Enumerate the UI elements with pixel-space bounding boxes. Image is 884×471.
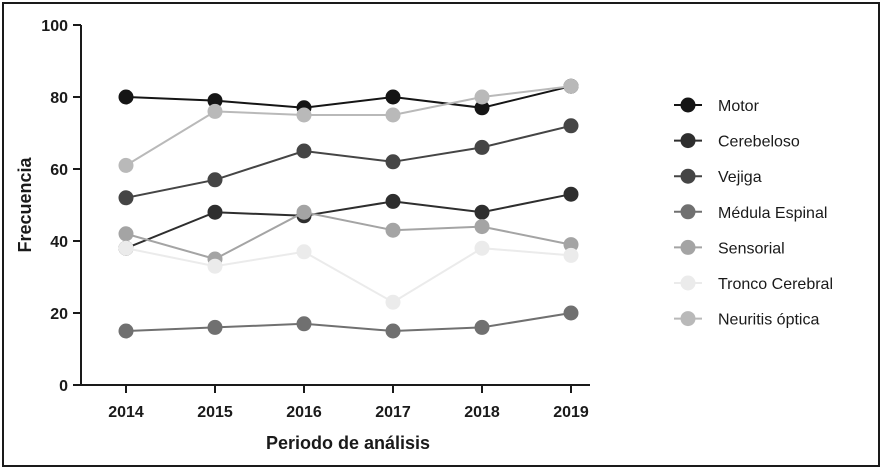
legend-label: Tronco Cerebral xyxy=(718,276,833,293)
legend-item: Neuritis óptica xyxy=(674,311,819,329)
data-point xyxy=(474,319,490,335)
legend-item: Vejiga xyxy=(674,168,762,186)
y-axis-title: Frecuencia xyxy=(15,156,35,252)
data-point xyxy=(385,193,401,209)
y-tick-label: 100 xyxy=(41,18,68,35)
data-point xyxy=(207,93,223,109)
series-line xyxy=(125,85,572,109)
legend-label: Médula Espinal xyxy=(718,205,827,222)
legend-item: Cerebeloso xyxy=(674,133,800,151)
axes: 0 20 40 60 80 100 2014 2015 2016 2017 2018 2019 xyxy=(41,18,590,421)
series-6 xyxy=(118,78,579,173)
data-point xyxy=(118,190,134,206)
legend-swatch-marker xyxy=(680,275,696,291)
data-point xyxy=(296,244,312,260)
data-point xyxy=(563,118,579,134)
x-tick-label: 2018 xyxy=(464,404,500,421)
data-point xyxy=(118,226,134,242)
y-ticks: 0 20 40 60 80 100 xyxy=(41,18,81,395)
series-2 xyxy=(118,118,579,206)
legend-label: Sensorial xyxy=(718,240,785,257)
data-point xyxy=(474,100,490,116)
legend-swatch-marker xyxy=(680,204,696,220)
series-3 xyxy=(118,305,579,339)
legend-swatch-marker xyxy=(680,97,696,113)
x-ticks: 2014 2015 2016 2017 2018 2019 xyxy=(108,385,589,421)
data-point xyxy=(207,319,223,335)
series-line xyxy=(125,193,572,250)
data-point xyxy=(118,323,134,339)
x-tick-label: 2015 xyxy=(197,404,233,421)
series-5 xyxy=(118,240,579,310)
data-point xyxy=(118,157,134,173)
series-line xyxy=(125,85,572,167)
y-tick-label: 0 xyxy=(59,378,68,395)
legend: Motor Cerebeloso Vejiga Médula Espinal Sens… xyxy=(674,97,833,329)
data-point xyxy=(563,237,579,253)
data-point xyxy=(563,305,579,321)
data-point xyxy=(474,139,490,155)
data-point xyxy=(385,154,401,170)
series-line xyxy=(125,124,572,199)
y-tick-label: 80 xyxy=(50,90,68,107)
data-point xyxy=(474,219,490,235)
y-tick-label: 40 xyxy=(50,234,68,251)
series-line xyxy=(125,312,572,333)
data-point xyxy=(385,89,401,105)
data-point xyxy=(118,89,134,105)
series-layer xyxy=(118,78,579,339)
data-point xyxy=(385,222,401,238)
data-point xyxy=(563,78,579,94)
data-point xyxy=(385,323,401,339)
legend-swatch-marker xyxy=(680,168,696,184)
legend-item: Sensorial xyxy=(674,239,785,257)
data-point xyxy=(563,186,579,202)
data-point xyxy=(296,316,312,332)
legend-label: Motor xyxy=(718,98,760,115)
data-point xyxy=(296,143,312,159)
data-point xyxy=(474,240,490,256)
data-point xyxy=(207,258,223,274)
series-line xyxy=(125,211,572,261)
data-point xyxy=(385,107,401,123)
series-4 xyxy=(118,204,579,267)
legend-swatch-marker xyxy=(680,239,696,255)
x-tick-label: 2017 xyxy=(375,404,411,421)
legend-label: Vejiga xyxy=(718,169,762,186)
legend-item: Motor xyxy=(674,97,760,115)
data-point xyxy=(563,247,579,263)
data-point xyxy=(296,204,312,220)
legend-swatch-marker xyxy=(680,311,696,327)
legend-item: Tronco Cerebral xyxy=(674,275,833,293)
series-0 xyxy=(118,78,579,116)
series-line xyxy=(125,247,572,304)
legend-label: Neuritis óptica xyxy=(718,312,819,329)
y-tick-label: 20 xyxy=(50,306,68,323)
y-tick-label: 60 xyxy=(50,162,68,179)
data-point xyxy=(474,204,490,220)
data-point xyxy=(385,294,401,310)
x-tick-label: 2014 xyxy=(108,404,144,421)
data-point xyxy=(207,204,223,220)
legend-swatch-marker xyxy=(680,133,696,149)
data-point xyxy=(474,89,490,105)
x-axis-title: Periodo de análisis xyxy=(266,433,430,453)
data-point xyxy=(207,172,223,188)
x-tick-label: 2016 xyxy=(286,404,322,421)
data-point xyxy=(296,107,312,123)
legend-item: Médula Espinal xyxy=(674,204,827,222)
x-tick-label: 2019 xyxy=(553,404,589,421)
legend-label: Cerebeloso xyxy=(718,134,800,151)
data-point xyxy=(118,240,134,256)
data-point xyxy=(207,103,223,119)
